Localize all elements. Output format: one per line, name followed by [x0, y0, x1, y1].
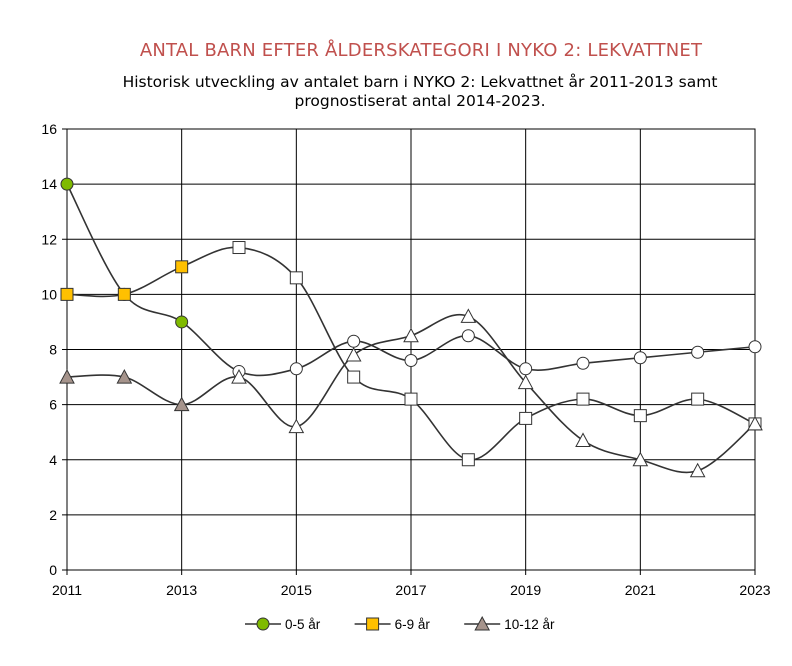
legend-marker: [366, 617, 380, 631]
data-point: [691, 345, 705, 359]
y-tick-label: 4: [49, 452, 57, 468]
data-point: [288, 418, 305, 434]
data-point: [116, 369, 133, 384]
data-point: [519, 411, 533, 425]
data-point: [460, 308, 477, 323]
data-point: [232, 241, 246, 255]
data-point: [633, 351, 647, 365]
legend-label: 6-9 år: [395, 617, 431, 632]
data-point: [289, 362, 303, 376]
legend-label: 10-12 år: [504, 617, 555, 632]
y-tick-label: 16: [41, 121, 57, 137]
y-tick-label: 6: [49, 397, 57, 413]
data-point: [576, 356, 590, 370]
legend-item: 6-9 år: [354, 617, 431, 632]
data-point: [231, 369, 247, 384]
data-point: [519, 362, 533, 376]
data-point: [461, 329, 475, 343]
x-tick-label: 2017: [395, 582, 426, 598]
series-2: [60, 241, 762, 467]
legend: 0-5 år 6-9 år 10-12 år: [245, 615, 555, 632]
data-point: [345, 346, 362, 362]
data-point: [403, 327, 419, 343]
data-point: [517, 374, 534, 390]
data-point: [747, 415, 763, 431]
data-point: [461, 453, 475, 467]
legend-label: 0-5 år: [285, 617, 321, 632]
chart-subtitle: Historisk utveckling av antalet barn i N…: [122, 73, 718, 110]
data-point: [347, 334, 361, 348]
legend-item: 10-12 år: [464, 615, 555, 632]
x-tick-label: 2013: [166, 582, 197, 598]
legend-item: 0-5 år: [245, 617, 321, 632]
legend-marker: [256, 617, 270, 631]
x-tick-label: 2021: [625, 582, 656, 598]
x-tick-label: 2019: [510, 582, 541, 598]
data-point: [289, 271, 303, 285]
y-tick-label: 2: [49, 507, 57, 523]
y-tick-label: 12: [41, 231, 57, 247]
x-tick-label: 2011: [52, 582, 82, 598]
x-tick-label: 2023: [739, 582, 770, 598]
data-point: [59, 369, 75, 384]
data-point: [173, 396, 190, 412]
data-point: [633, 409, 647, 423]
data-point: [748, 340, 762, 354]
x-tick-label: 2015: [281, 582, 312, 598]
data-point: [404, 354, 418, 368]
data-point: [404, 392, 418, 406]
y-tick-label: 10: [41, 286, 57, 302]
data-point: [175, 315, 189, 329]
data-point: [60, 177, 74, 191]
y-tick-label: 8: [49, 342, 57, 358]
data-point: [60, 287, 74, 301]
chart-title: ANTAL BARN EFTER ÅLDERSKATEGORI I NYKO 2…: [139, 40, 703, 61]
y-tick-label: 0: [49, 562, 57, 578]
legend-marker: [474, 615, 491, 631]
data-point: [175, 260, 189, 274]
data-point: [575, 432, 591, 447]
y-tick-label: 14: [41, 176, 57, 192]
series-3: [59, 308, 763, 478]
data-point: [576, 392, 590, 406]
series-1: [60, 177, 762, 379]
data-point: [691, 392, 705, 406]
data-point: [117, 287, 131, 301]
data-point: [632, 451, 649, 467]
data-point: [347, 370, 361, 384]
data-point: [689, 462, 706, 478]
